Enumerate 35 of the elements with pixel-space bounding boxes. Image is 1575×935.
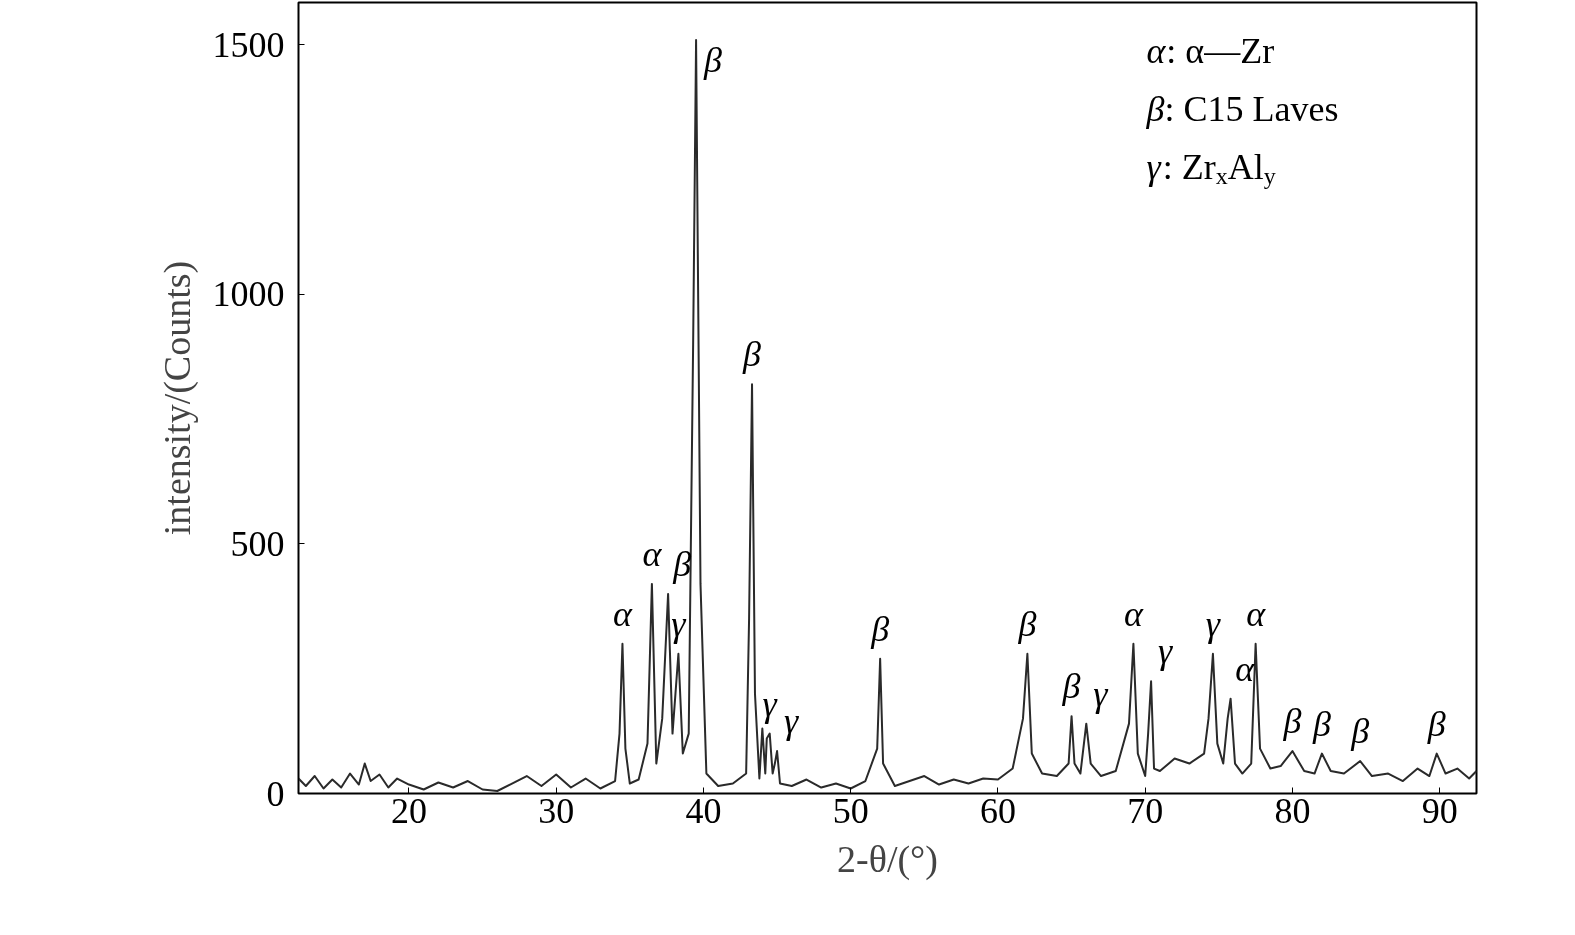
y-tick-label: 0 xyxy=(266,773,285,814)
annotation: α xyxy=(1246,593,1267,634)
annotation: α xyxy=(1123,593,1144,634)
annotation: β xyxy=(1350,711,1370,752)
x-tick-label: 30 xyxy=(538,790,575,831)
y-axis-title: intensity/(Counts) xyxy=(155,260,199,536)
y-tick-label: 1500 xyxy=(212,24,285,65)
annotation: γ xyxy=(1205,603,1221,644)
annotation: β xyxy=(870,608,890,649)
annotation: β xyxy=(742,334,762,375)
annotation: α xyxy=(642,533,663,574)
x-tick-label: 20 xyxy=(390,790,427,831)
x-tick-label: 40 xyxy=(685,790,722,831)
x-tick-label: 80 xyxy=(1274,790,1311,831)
annotation: β: C15 Laves xyxy=(1145,88,1339,129)
y-tick-label: 500 xyxy=(230,523,285,564)
x-axis-title: 2-θ/(°) xyxy=(837,837,938,881)
annotation: γ xyxy=(671,603,687,644)
annotation: γ xyxy=(783,701,799,742)
annotation: β xyxy=(1426,703,1446,744)
annotation: β xyxy=(1061,666,1081,707)
x-tick-label: 90 xyxy=(1421,790,1458,831)
x-tick-label: 60 xyxy=(979,790,1016,831)
y-tick-label: 1000 xyxy=(212,274,285,315)
annotation: β xyxy=(1017,603,1037,644)
annotation: β xyxy=(703,39,723,80)
annotation: β xyxy=(1282,701,1302,742)
annotation: γ xyxy=(1093,673,1109,714)
annotation: β xyxy=(1311,703,1331,744)
x-tick-label: 50 xyxy=(832,790,869,831)
x-tick-label: 70 xyxy=(1127,790,1164,831)
annotation: α: α—Zr xyxy=(1146,30,1275,71)
annotation: γ xyxy=(1157,631,1173,672)
annotation: α xyxy=(613,593,633,634)
annotation: γ xyxy=(762,683,778,724)
